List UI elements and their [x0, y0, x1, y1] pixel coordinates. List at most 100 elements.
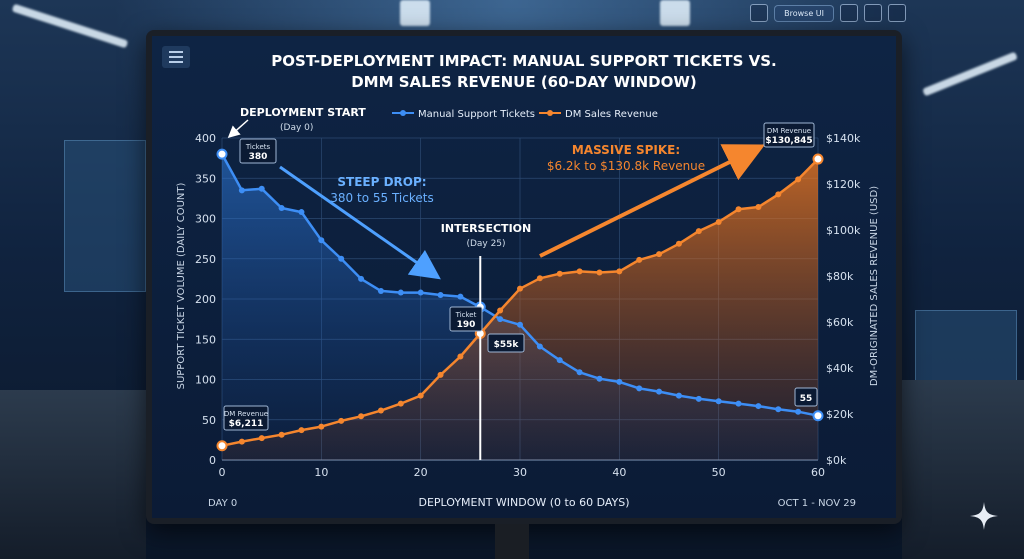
chart-screen: POST-DEPLOYMENT IMPACT: MANUAL SUPPORT T… — [152, 36, 896, 518]
data-point — [775, 406, 782, 413]
data-point — [556, 357, 563, 364]
background-desk — [0, 390, 146, 559]
legend: Manual Support Tickets DM Sales Revenue — [392, 109, 658, 120]
hamburger-menu-button[interactable] — [162, 46, 190, 68]
data-point — [397, 400, 404, 407]
data-point-highlight — [216, 440, 228, 452]
data-point — [377, 407, 384, 414]
data-point — [636, 256, 643, 263]
y-right-tick-label: $140k — [826, 132, 861, 145]
background-desk — [902, 380, 1024, 559]
x-tick-label: 30 — [513, 466, 527, 479]
revenue-end-label: DM Revenue — [767, 127, 811, 135]
tickets-mid-label: Ticket — [455, 311, 477, 319]
menu-icon[interactable] — [864, 4, 882, 22]
series-area-0 — [222, 154, 818, 460]
y-left-tick-label: 250 — [195, 253, 216, 266]
data-point — [278, 205, 285, 212]
data-point — [358, 413, 365, 420]
revenue-start-value: $6,211 — [229, 419, 264, 429]
x-end-label: OCT 1 - NOV 29 — [778, 498, 856, 509]
x-tick-label: 0 — [219, 466, 226, 479]
data-point — [775, 191, 782, 198]
tickets-start-box — [239, 138, 277, 164]
data-point — [377, 287, 384, 294]
revenue-end-box — [763, 122, 815, 148]
data-point — [358, 275, 365, 282]
data-point — [695, 395, 702, 402]
data-point — [576, 268, 583, 275]
data-point — [417, 289, 424, 296]
data-point — [556, 270, 563, 277]
tickets-mid-box — [449, 306, 483, 332]
y-right-tick-label: $80k — [826, 270, 854, 283]
spike-sub: $6.2k to $130.8k Revenue — [547, 159, 705, 173]
note-icon[interactable] — [840, 4, 858, 22]
tickets-start-value: 380 — [249, 152, 268, 162]
data-point — [238, 438, 245, 445]
y-right-tick-label: $40k — [826, 362, 854, 375]
y-left-tick-label: 350 — [195, 172, 216, 185]
ceiling-light — [400, 0, 430, 26]
data-point — [715, 398, 722, 405]
data-point — [258, 185, 265, 192]
browse-ui-button[interactable]: Browse UI — [774, 4, 834, 22]
data-point — [536, 275, 543, 282]
close-icon[interactable] — [888, 4, 906, 22]
y-axis-left-label: SUPPORT TICKET VOLUME (DAILY COUNT) — [176, 183, 187, 390]
data-point-highlight — [812, 153, 824, 165]
x-tick-label: 60 — [811, 466, 825, 479]
y-left-tick-label: 0 — [209, 454, 216, 467]
y-right-tick-label: $0k — [826, 454, 847, 467]
data-point — [715, 218, 722, 225]
data-point — [298, 209, 305, 216]
legend-revenue: DM Sales Revenue — [565, 109, 658, 120]
data-point — [735, 206, 742, 213]
x-tick-label: 40 — [612, 466, 626, 479]
monitor-stand — [495, 524, 529, 559]
deployment-start-arrow — [227, 119, 249, 138]
data-point — [695, 228, 702, 235]
data-point — [755, 403, 762, 410]
data-point — [437, 371, 444, 378]
spike-arrow — [539, 144, 766, 258]
deployment-start-sub: (Day 0) — [280, 123, 313, 133]
sparkle-icon — [970, 502, 998, 530]
revenue-start-label: DM Revenue — [224, 410, 268, 418]
y-left-tick-label: 300 — [195, 213, 216, 226]
background-dashboard — [64, 140, 146, 292]
tickets-end-value: 55 — [800, 394, 813, 404]
annotations: DEPLOYMENT START (Day 0) Tickets 380 DM … — [223, 106, 818, 460]
monitor: POST-DEPLOYMENT IMPACT: MANUAL SUPPORT T… — [146, 30, 902, 524]
data-point — [517, 321, 523, 328]
background-screen — [915, 310, 1017, 382]
steep-drop-sub: 380 to 55 Tickets — [330, 191, 433, 205]
y-left-tick-label: 400 — [195, 132, 216, 145]
y-right-tick-label: $100k — [826, 224, 861, 237]
data-point — [616, 268, 623, 275]
x-tick-label: 10 — [314, 466, 328, 479]
axis-ticks: 050100150200250300350400$0k$20k$40k$60k$… — [195, 132, 861, 479]
data-point — [298, 427, 305, 434]
data-point — [457, 353, 464, 360]
x-start-label: DAY 0 — [208, 498, 237, 509]
data-point — [576, 369, 583, 376]
data-point — [596, 375, 603, 382]
data-point — [596, 269, 603, 276]
steep-drop-title: STEEP DROP: — [337, 175, 426, 189]
data-point-highlight — [216, 148, 228, 160]
revenue-end-value: $130,845 — [765, 136, 812, 146]
data-point — [735, 400, 742, 407]
revenue-mid-value: $55k — [494, 340, 520, 350]
data-point-highlight — [812, 410, 824, 422]
y-right-tick-label: $20k — [826, 408, 854, 421]
tickets-start-label: Tickets — [245, 143, 271, 151]
data-point — [497, 316, 504, 323]
window-icon[interactable] — [750, 4, 769, 22]
data-point — [636, 385, 643, 392]
data-point — [616, 378, 623, 385]
browser-toolbar: Browse UI — [750, 4, 906, 22]
data-point — [437, 291, 444, 298]
data-point — [258, 435, 265, 442]
y-left-tick-label: 100 — [195, 374, 216, 387]
